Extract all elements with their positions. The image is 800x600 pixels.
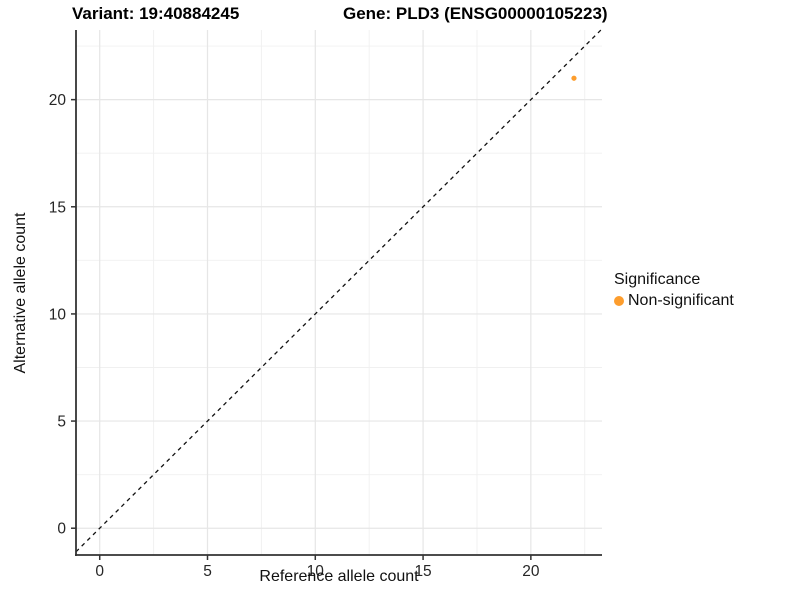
y-tick-label: 10 (49, 306, 67, 323)
x-tick-label: 20 (522, 563, 540, 580)
legend-entry: Non-significant (614, 292, 734, 310)
legend-entry-label: Non-significant (628, 292, 734, 309)
legend-point-icon (614, 296, 624, 306)
x-tick-label: 0 (95, 563, 104, 580)
x-axis-title: Reference allele count (259, 568, 419, 585)
x-tick-label: 10 (307, 563, 325, 580)
legend: Significance Non-significant (614, 271, 734, 310)
legend-title: Significance (614, 271, 701, 288)
x-tick-label: 5 (203, 563, 212, 580)
y-tick-label: 0 (57, 521, 66, 538)
x-tick-label: 15 (414, 563, 431, 580)
y-axis-title: Alternative allele count (12, 212, 29, 374)
y-tick-label: 15 (49, 199, 66, 216)
plot-title-variant: Variant: 19:40884245 (72, 4, 240, 23)
identity-line (75, 29, 602, 553)
y-tick-label: 5 (57, 414, 66, 431)
data-point (571, 75, 577, 81)
plot-title-gene: Gene: PLD3 (ENSG00000105223) (343, 4, 608, 23)
y-tick-label: 20 (49, 92, 67, 109)
